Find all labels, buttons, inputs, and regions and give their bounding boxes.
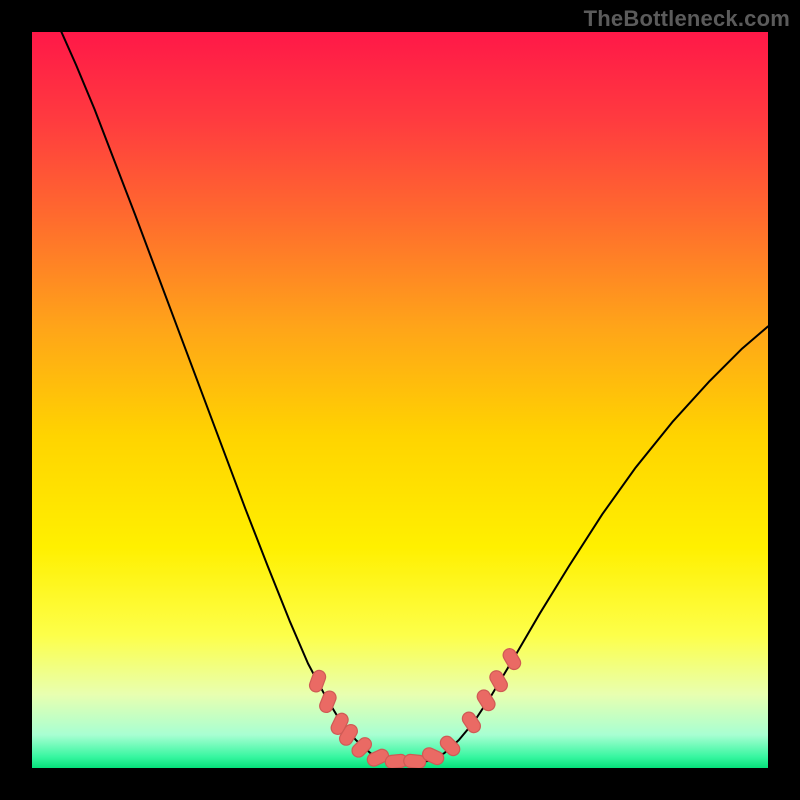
chart-frame: TheBottleneck.com xyxy=(0,0,800,800)
gradient-background xyxy=(32,32,768,768)
plot-area xyxy=(32,32,768,768)
plot-svg xyxy=(32,32,768,768)
watermark-text: TheBottleneck.com xyxy=(584,6,790,32)
